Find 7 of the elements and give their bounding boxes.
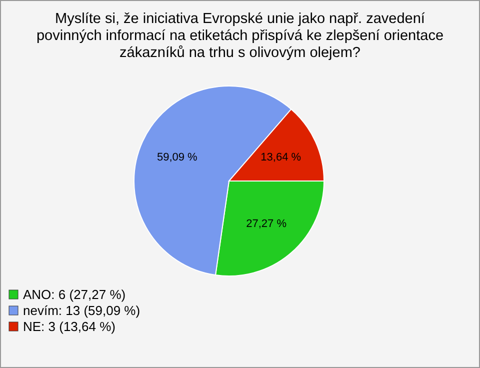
data-label: 13,64 % [260, 151, 302, 164]
chart-title: Myslíte si, že iniciativa Evropské unie jako např. zavedení povinných informací na etiketách přispívá ke zlepšení orientace zákazníků na trhu s olivovým olejem? [35, 10, 445, 62]
legend-label: NE: 3 (13,64 %) [23, 319, 116, 334]
legend-label: nevím: 13 (59,09 %) [23, 303, 140, 318]
data-label: 59,09 % [156, 151, 198, 164]
legend-label: ANO: 6 (27,27 %) [23, 287, 126, 302]
data-label: 27,27 % [246, 218, 287, 230]
